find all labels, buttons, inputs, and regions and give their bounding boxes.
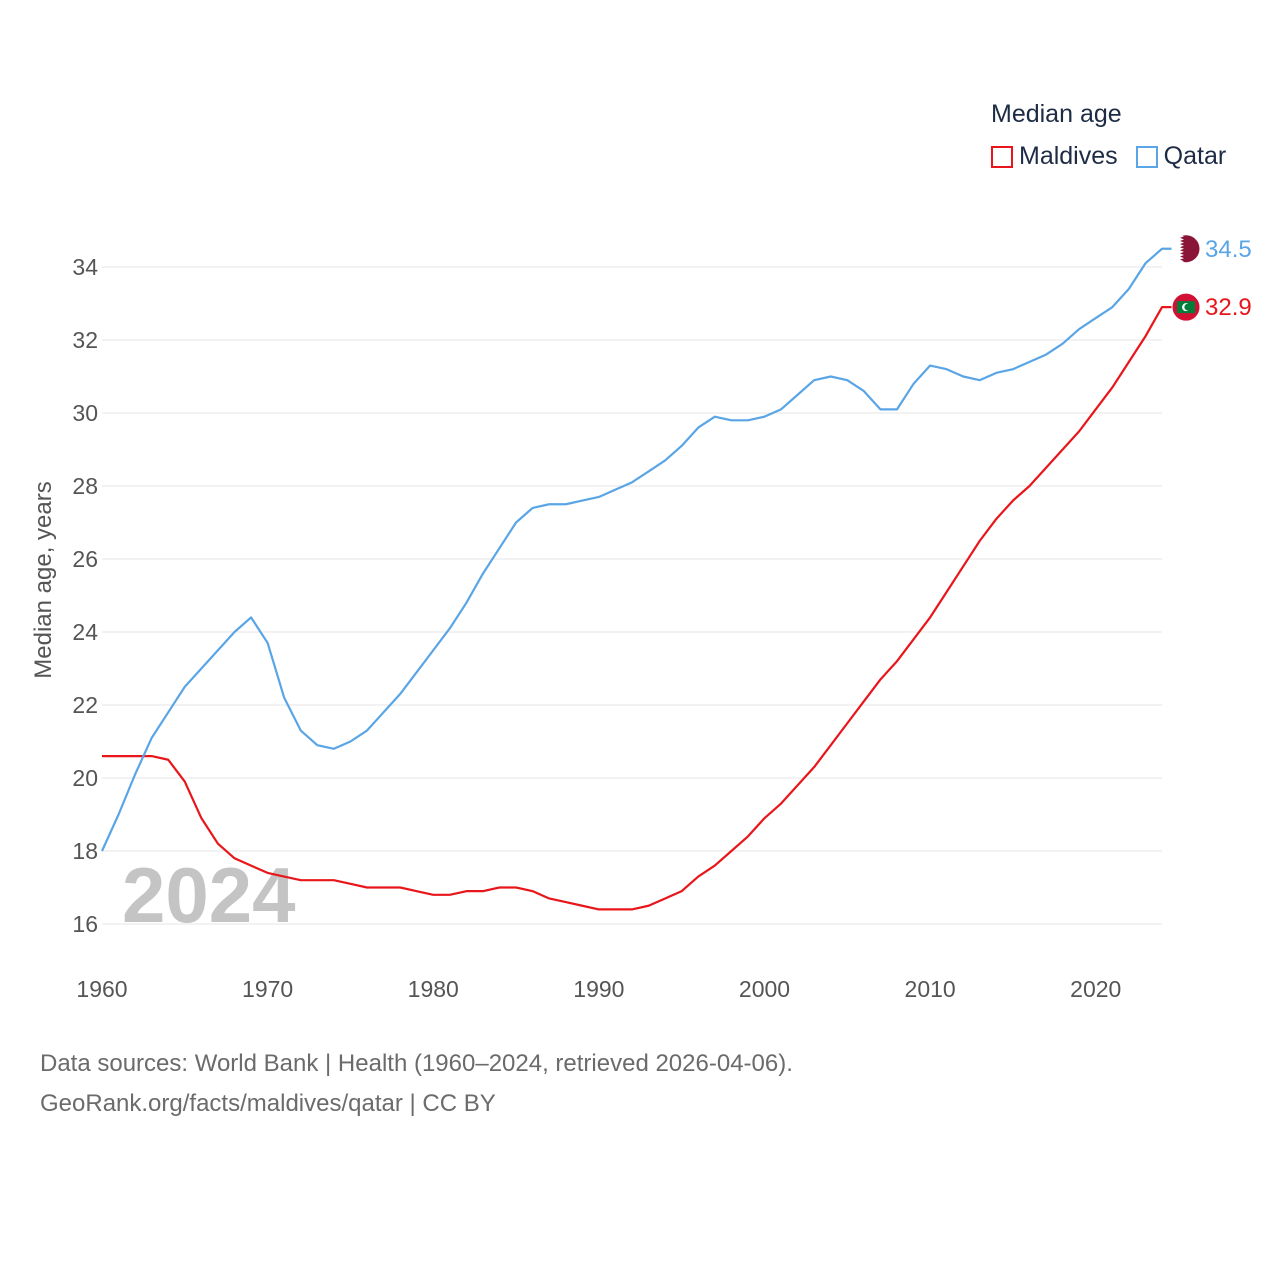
y-tick-label: 28: [72, 473, 98, 499]
legend: Maldives Qatar: [991, 142, 1226, 171]
end-markers: 32.9 34.5: [1171, 234, 1252, 322]
y-tick-label: 32: [72, 327, 98, 353]
y-axis-label: Median age, years: [30, 481, 57, 678]
legend-swatch-maldives: [991, 145, 1013, 168]
y-tick-label: 30: [72, 400, 98, 426]
qatar-flag-icon: [1171, 234, 1201, 264]
series-line-qatar: [100, 247, 1172, 852]
legend-label-maldives: Maldives: [1019, 142, 1118, 170]
x-tick-label: 1990: [573, 976, 624, 1002]
series-lines: [100, 247, 1172, 911]
y-tick-label: 16: [72, 911, 98, 937]
line-chart: 16 18 20 22 24 26 28 30 32 34 1960 1970 1980 1990 200…: [30, 234, 1252, 1002]
y-tick-label: 26: [72, 546, 98, 572]
year-watermark: 2024: [122, 851, 296, 939]
source-link[interactable]: GeoRank.org/facts/maldives/qatar | CC BY: [40, 1090, 496, 1117]
x-tick-label: 1980: [408, 976, 459, 1002]
maldives-flag-icon: [1171, 292, 1201, 322]
legend-title: Median age: [991, 100, 1122, 128]
y-tick-label: 22: [72, 692, 98, 718]
end-value-label-qatar: 34.5: [1205, 236, 1252, 263]
y-axis-ticks: 16 18 20 22 24 26 28 30 32 34: [72, 254, 98, 937]
legend-label-qatar: Qatar: [1163, 142, 1227, 170]
x-tick-label: 2000: [739, 976, 790, 1002]
x-tick-label: 2010: [905, 976, 956, 1002]
y-tick-label: 18: [72, 838, 98, 864]
y-tick-label: 34: [72, 254, 98, 280]
gridlines: [102, 266, 1162, 925]
y-tick-label: 20: [72, 765, 98, 791]
x-axis-ticks: 1960 1970 1980 1990 2000 2010 2020: [76, 976, 1121, 1002]
data-sources-text: Data sources: World Bank | Health (1960–…: [40, 1050, 793, 1077]
footer: Data sources: World Bank | Health (1960–…: [40, 1044, 793, 1124]
legend-swatch-qatar: [1135, 145, 1158, 168]
x-tick-label: 1970: [242, 976, 293, 1002]
y-tick-label: 24: [72, 619, 98, 645]
x-tick-label: 2020: [1070, 976, 1121, 1002]
series-line-maldives: [102, 306, 1172, 911]
x-tick-label: 1960: [76, 976, 127, 1002]
end-value-label-maldives: 32.9: [1205, 294, 1252, 321]
legend-item-qatar[interactable]: Qatar: [1135, 142, 1227, 171]
legend-item-maldives[interactable]: Maldives: [991, 142, 1118, 171]
